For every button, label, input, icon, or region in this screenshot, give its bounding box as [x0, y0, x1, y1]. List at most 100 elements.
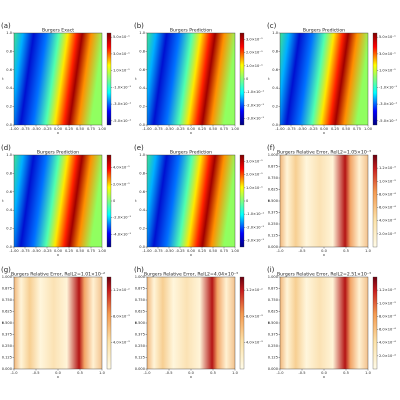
y-tick-label: 0.8 — [6, 171, 12, 175]
x-tick-label: 1.00 — [231, 249, 240, 253]
heatmap-field — [13, 154, 103, 248]
panel-label: (g) — [1, 266, 11, 274]
y-tick-label: 0.750 — [268, 176, 279, 180]
panel-label: (b) — [134, 22, 144, 30]
y-tick-label: 1.0 — [272, 31, 278, 35]
y-tick-label: 0.0 — [139, 245, 145, 249]
x-tick-label: -0.25 — [42, 127, 51, 131]
x-tick-label: 0.75 — [220, 249, 228, 253]
colorbar-tick-label: 8.0×10⁻³ — [113, 314, 130, 318]
panel-label: (h) — [134, 266, 144, 274]
y-tick-label: 0.0 — [139, 123, 145, 127]
x-axis-label: x — [57, 375, 60, 379]
y-tick-label: 0.500 — [268, 199, 279, 203]
x-tick-label: 0.5 — [77, 371, 83, 375]
x-tick-label: -0.75 — [153, 249, 162, 253]
colorbar-tick-label: -2.0×10⁻¹ — [246, 103, 264, 107]
x-tick-label: -0.75 — [153, 127, 162, 131]
y-tick-label: 0.000 — [2, 367, 13, 371]
y-tick-label: 0.0 — [6, 245, 12, 249]
colorbar-tick-label: 2.0×10⁻¹ — [246, 51, 263, 55]
colorbar — [372, 154, 378, 248]
y-tick-label: 1.000 — [2, 275, 13, 279]
y-tick-label: 0.375 — [268, 211, 278, 215]
x-tick-label: -0.5 — [165, 371, 172, 375]
y-tick-label: 0.4 — [139, 86, 145, 90]
x-axis-label: x — [323, 375, 326, 379]
x-tick-label: -1.00 — [142, 249, 152, 253]
colorbar — [106, 276, 112, 370]
x-tick-label: 0.0 — [321, 249, 327, 253]
x-tick-label: 0.0 — [188, 371, 194, 375]
x-tick-label: 0.5 — [343, 371, 349, 375]
colorbar-tick-label: 5.0×10⁻¹ — [113, 35, 130, 39]
colorbar-tick-label: 1.0×10⁻¹ — [113, 69, 130, 73]
colorbar-tick-label: 4.0×10⁻⁴ — [379, 219, 396, 223]
x-tick-label: -0.50 — [164, 249, 174, 253]
y-tick-label: 0.2 — [6, 105, 12, 109]
y-tick-label: 0.6 — [6, 68, 12, 72]
y-tick-label: 0.750 — [268, 298, 279, 302]
colorbar-tick-label: 8.0×10⁻⁴ — [379, 192, 396, 196]
y-tick-label: 0.000 — [268, 367, 279, 371]
x-tick-label: -0.25 — [308, 127, 317, 131]
colorbar-tick-label: 4.0×10⁻⁴ — [379, 341, 396, 345]
x-tick-label: 0.25 — [65, 249, 73, 253]
colorbar-tick-label: -3.0×10⁻¹ — [246, 238, 264, 242]
panel-title: Burgers Relative Error, RelL2=2.51×10⁻³ — [277, 272, 371, 278]
colorbar — [106, 154, 112, 248]
x-tick-label: 1.0 — [365, 371, 371, 375]
x-tick-label: 0.75 — [87, 127, 95, 131]
x-tick-label: -0.25 — [42, 249, 51, 253]
x-tick-label: 0.50 — [209, 249, 218, 253]
x-tick-label: -0.5 — [298, 371, 305, 375]
x-tick-label: 0.75 — [87, 249, 95, 253]
colorbar — [239, 32, 245, 126]
x-axis-label: x — [190, 253, 193, 257]
x-tick-label: 0.50 — [76, 249, 85, 253]
x-tick-label: -1.00 — [9, 127, 19, 131]
panel-label: (i) — [267, 266, 275, 274]
heatmap-field — [279, 32, 369, 126]
colorbar-tick-label: 1.2×10⁻² — [246, 288, 263, 292]
y-tick-label: 1.0 — [139, 31, 145, 35]
x-tick-label: -0.50 — [31, 127, 41, 131]
y-tick-label: 0.875 — [135, 287, 145, 291]
x-tick-label: 0.50 — [342, 127, 351, 131]
x-tick-label: 0.75 — [353, 127, 361, 131]
y-tick-label: 1.000 — [268, 275, 279, 279]
x-tick-label: 0.00 — [320, 127, 329, 131]
y-tick-label: 0.6 — [6, 190, 12, 194]
colorbar-tick-label: 1.2×10⁻² — [113, 288, 130, 292]
panel-title: Burgers Relative Error, RelL2=1.05×10⁻³ — [277, 150, 371, 156]
colorbar — [239, 154, 245, 248]
x-axis-label: x — [190, 131, 193, 135]
y-tick-label: 0.500 — [135, 321, 146, 325]
panel-label: (f) — [267, 144, 275, 152]
heatmap-field — [146, 276, 236, 370]
y-tick-label: 0.8 — [139, 49, 145, 53]
x-tick-label: 0.25 — [198, 127, 206, 131]
x-tick-label: 0.50 — [209, 127, 218, 131]
colorbar-tick-label: 0 — [246, 77, 249, 81]
heatmap-field — [146, 154, 236, 248]
colorbar-tick-label: -5.0×10⁻¹ — [113, 119, 131, 123]
colorbar-tick-label: 4.0×10⁻³ — [246, 341, 263, 345]
colorbar-tick-label: 1.2×10⁻³ — [379, 288, 396, 292]
x-tick-label: -1.0 — [10, 371, 18, 375]
y-tick-label: 0.875 — [268, 165, 278, 169]
y-tick-label: 0.625 — [135, 310, 145, 314]
y-tick-label: 0.2 — [139, 227, 145, 231]
colorbar-tick-label: -1.0×10⁻¹ — [246, 212, 264, 216]
y-tick-label: 0.2 — [139, 105, 145, 109]
y-tick-label: 0.2 — [6, 227, 12, 231]
x-tick-label: 0.0 — [321, 371, 327, 375]
colorbar-tick-label: 2.0×10⁻¹ — [246, 173, 263, 177]
panel-title: Burgers Prediction — [170, 28, 212, 34]
y-axis-label: t — [135, 199, 137, 203]
y-axis-label: t — [2, 199, 4, 203]
y-tick-label: 0.6 — [272, 68, 278, 72]
y-tick-label: 0.625 — [268, 188, 278, 192]
y-tick-label: 0.4 — [272, 86, 278, 90]
x-tick-label: -1.00 — [275, 127, 285, 131]
